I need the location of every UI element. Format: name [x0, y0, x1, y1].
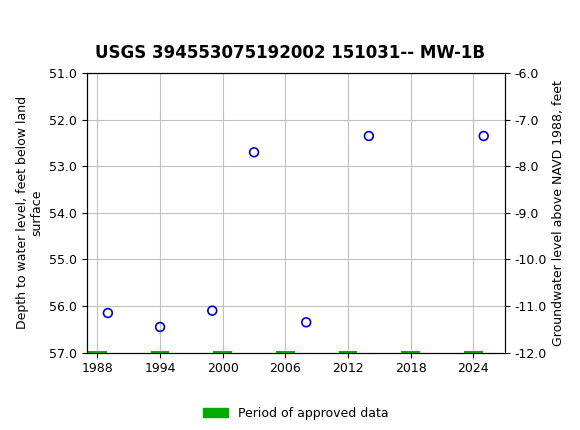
Legend: Period of approved data: Period of approved data	[198, 402, 394, 424]
Point	[364, 132, 374, 139]
Bar	[401, 351, 420, 354]
Bar	[213, 351, 232, 354]
Text: ≡USGS: ≡USGS	[12, 16, 70, 35]
Point	[208, 307, 217, 314]
Point	[249, 149, 259, 156]
Y-axis label: Groundwater level above NAVD 1988, feet: Groundwater level above NAVD 1988, feet	[552, 80, 566, 346]
Bar	[339, 351, 357, 354]
Point	[302, 319, 311, 326]
Point	[103, 310, 113, 316]
Text: USGS 394553075192002 151031-- MW-1B: USGS 394553075192002 151031-- MW-1B	[95, 44, 485, 62]
Y-axis label: Depth to water level, feet below land
surface: Depth to water level, feet below land su…	[16, 96, 44, 329]
Bar	[151, 351, 169, 354]
Bar	[88, 351, 107, 354]
Point	[155, 323, 165, 330]
Point	[479, 132, 488, 139]
Bar	[464, 351, 483, 354]
Bar	[276, 351, 295, 354]
